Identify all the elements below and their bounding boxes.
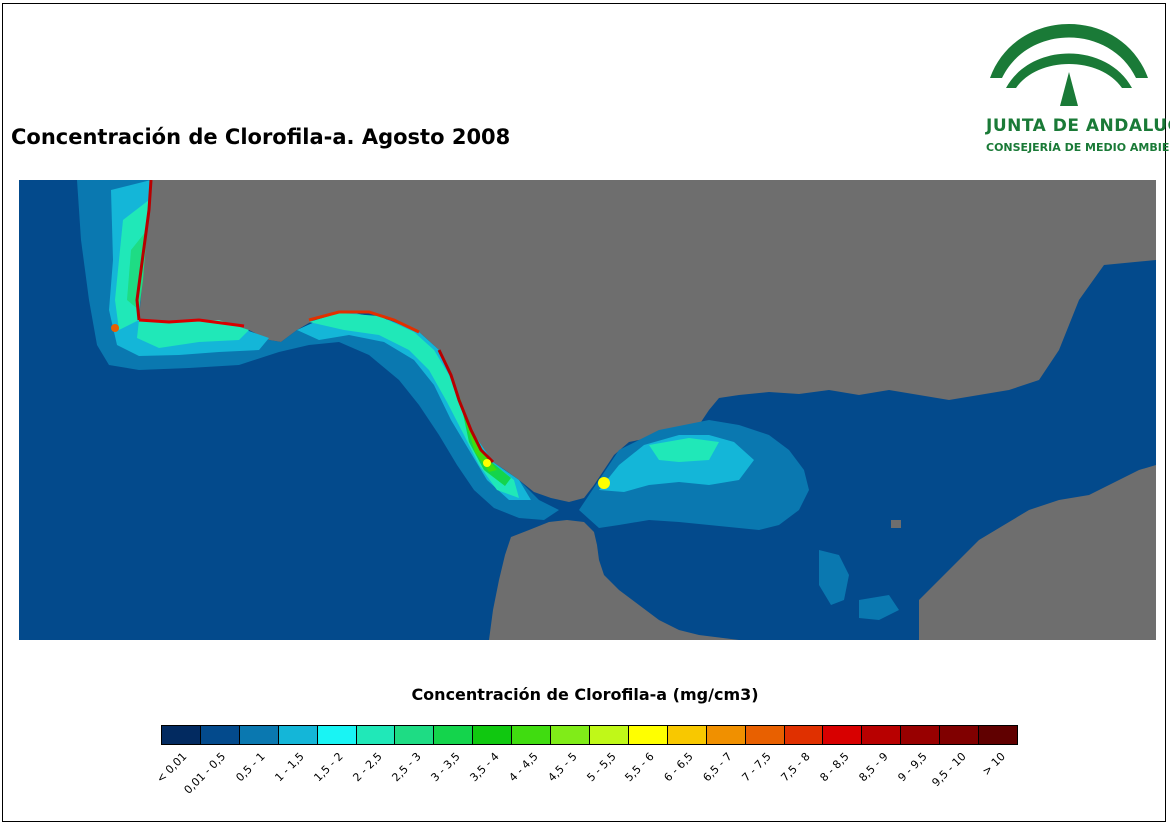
legend-swatch bbox=[162, 726, 201, 744]
legend-label: 8,5 - 9 bbox=[856, 750, 891, 785]
africa-land bbox=[489, 520, 739, 640]
legend-label: 3,5 - 4 bbox=[467, 750, 502, 785]
legend-label: 9,5 - 10 bbox=[929, 750, 969, 790]
legend-swatch bbox=[940, 726, 980, 744]
legend-label: 7 - 7,5 bbox=[739, 750, 774, 785]
africa-land-east bbox=[919, 465, 1156, 640]
legend-swatch bbox=[823, 726, 863, 744]
logo-name: JUNTA DE ANDALUCIA bbox=[986, 116, 1170, 136]
junta-de-andalucia-logo bbox=[990, 24, 1148, 106]
legend-swatch bbox=[512, 726, 552, 744]
legend-swatch bbox=[901, 726, 941, 744]
legend-label: 1 - 1,5 bbox=[272, 750, 307, 785]
legend-label: 0,01 - 0,5 bbox=[181, 750, 229, 797]
legend-swatch bbox=[979, 726, 1017, 744]
legend-color-scale bbox=[161, 725, 1018, 745]
legend-label: 8 - 8,5 bbox=[817, 750, 852, 785]
iberia-land bbox=[137, 180, 1156, 502]
legend-label: 1,5 - 2 bbox=[311, 750, 346, 785]
legend-swatch bbox=[706, 726, 746, 744]
legend-title: Concentración de Clorofila-a (mg/cm3) bbox=[411, 685, 759, 704]
chlorophyll-map bbox=[19, 180, 1156, 640]
legend-swatch bbox=[784, 726, 824, 744]
legend-swatch bbox=[317, 726, 357, 744]
legend-label: 6,5 - 7 bbox=[700, 750, 736, 785]
legend-label: 5 - 5,5 bbox=[583, 750, 619, 785]
legend-label: 0,5 - 1 bbox=[233, 750, 268, 785]
legend-swatch bbox=[395, 726, 435, 744]
legend-label: 9 - 9,5 bbox=[895, 750, 930, 785]
logo-subtitle: CONSEJERÍA DE MEDIO AMBIENTE bbox=[986, 141, 1170, 154]
legend-label: 2,5 - 3 bbox=[389, 750, 424, 785]
legend-swatch bbox=[628, 726, 668, 744]
legend-swatch bbox=[434, 726, 474, 744]
legend-label: 2 - 2,5 bbox=[350, 750, 385, 785]
legend-swatch bbox=[473, 726, 513, 744]
page-title: Concentración de Clorofila-a. Agosto 200… bbox=[11, 125, 511, 149]
legend-label: 5,5 - 6 bbox=[622, 750, 658, 785]
legend-label: 4,5 - 5 bbox=[544, 750, 580, 785]
legend-swatch bbox=[745, 726, 785, 744]
legend-swatch bbox=[356, 726, 396, 744]
legend-label: 3 - 3,5 bbox=[428, 750, 463, 785]
legend-swatch bbox=[667, 726, 707, 744]
legend-swatch bbox=[551, 726, 590, 744]
legend-swatch bbox=[278, 726, 318, 744]
legend-label: 7,5 - 8 bbox=[778, 750, 813, 785]
legend-label: 4 - 4,5 bbox=[505, 750, 541, 785]
legend-swatch bbox=[200, 726, 240, 744]
legend-swatch bbox=[239, 726, 279, 744]
legend-swatch bbox=[862, 726, 902, 744]
legend-label: 6 - 6,5 bbox=[661, 750, 697, 785]
legend-label: > 10 bbox=[979, 750, 1008, 779]
legend-swatch bbox=[589, 726, 629, 744]
